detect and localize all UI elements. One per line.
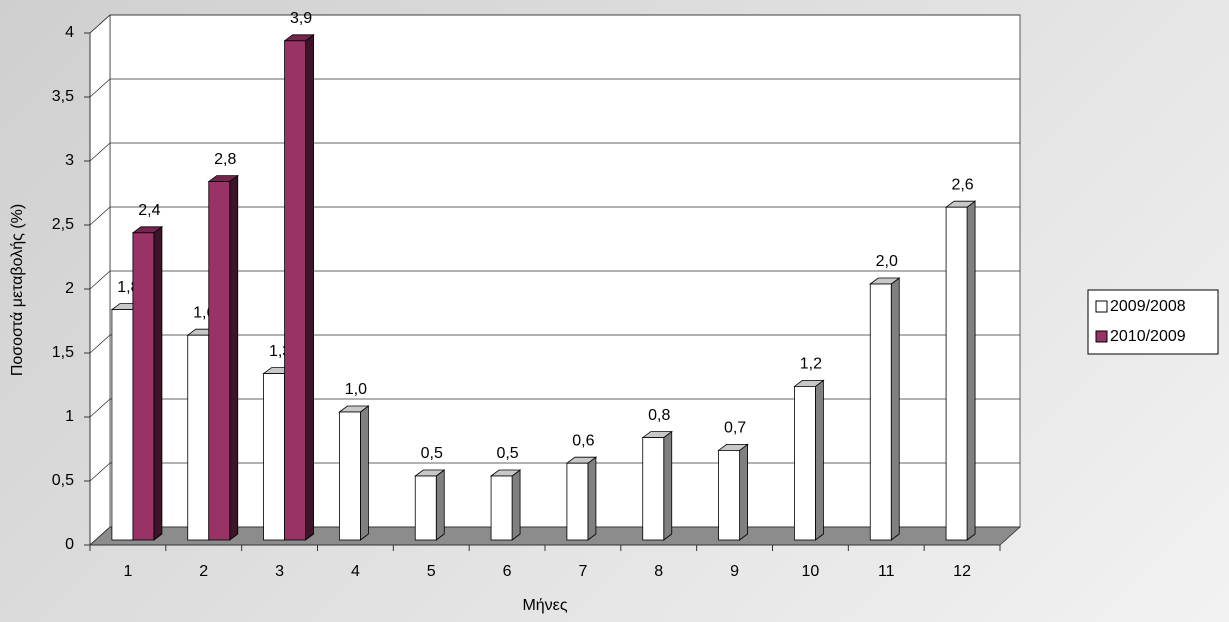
- legend-label: 2010/2009: [1110, 328, 1186, 345]
- value-label: 0,7: [724, 420, 746, 437]
- bar: [642, 437, 665, 541]
- bar: [794, 385, 816, 541]
- bar: [869, 283, 892, 541]
- value-label: 2,6: [951, 176, 973, 193]
- y-tick-label: 3,5: [52, 88, 74, 105]
- x-tick-label: 3: [275, 563, 284, 580]
- grid-line: [89, 206, 1020, 226]
- x-tick-label: 8: [654, 563, 663, 580]
- value-label: 0,5: [496, 445, 518, 462]
- x-tick-label: 11: [878, 563, 895, 580]
- bar-side: [511, 469, 521, 541]
- grid-line: [89, 526, 1020, 546]
- x-tick-label: 12: [953, 563, 971, 580]
- y-axis-title: Ποσοστά μεταβολής (%): [9, 204, 26, 376]
- bar-side: [663, 430, 673, 541]
- bar-side: [153, 226, 163, 541]
- value-label: 1,2: [800, 356, 822, 373]
- x-tick-label: 9: [730, 563, 739, 580]
- grid-line: [89, 270, 1020, 290]
- bar-side: [587, 456, 597, 541]
- bar-side: [966, 200, 976, 541]
- grid-line: [89, 14, 1020, 34]
- value-label: 3,9: [290, 10, 312, 27]
- bar-side: [305, 33, 314, 541]
- bar: [263, 373, 285, 541]
- x-tick-label: 5: [427, 563, 436, 580]
- x-tick-label: 10: [802, 563, 820, 580]
- legend-label: 2009/2008: [1110, 298, 1186, 315]
- bar: [187, 334, 210, 541]
- value-label: 2,8: [214, 151, 236, 168]
- legend-box: [1087, 289, 1219, 355]
- y-tick-label: 3: [65, 152, 74, 169]
- x-tick-label: 7: [578, 563, 587, 580]
- bar: [945, 206, 968, 541]
- legend-swatch: [1095, 300, 1108, 313]
- x-tick-label: 4: [351, 563, 360, 580]
- y-tick-label: 1,5: [52, 344, 74, 361]
- bar-side: [815, 379, 824, 541]
- grid-line: [89, 334, 1020, 354]
- bar-side: [435, 469, 445, 541]
- y-tick-label: 2,5: [52, 216, 74, 233]
- value-label: 2,0: [876, 253, 898, 270]
- bar-side: [229, 174, 239, 541]
- x-tick-label: 1: [123, 563, 132, 580]
- grid-line: [89, 142, 1020, 162]
- bar: [414, 475, 437, 541]
- grid-line: [89, 462, 1020, 482]
- y-tick-label: 2: [65, 280, 74, 297]
- value-label: 2,4: [138, 202, 160, 219]
- value-label: 0,5: [421, 445, 443, 462]
- x-tick-label: 2: [199, 563, 208, 580]
- legend-swatch: [1095, 330, 1108, 343]
- value-label: 0,6: [572, 432, 594, 449]
- x-axis-title: Μήνες: [522, 597, 567, 614]
- bar: [132, 232, 155, 541]
- bar-side: [739, 443, 748, 541]
- bar: [339, 411, 361, 541]
- y-tick-label: 4: [65, 24, 74, 41]
- value-label: 1,0: [345, 381, 367, 398]
- y-tick-label: 1: [65, 408, 74, 425]
- y-tick-label: 0: [65, 536, 74, 553]
- grid-line: [89, 398, 1020, 418]
- bar: [208, 181, 231, 541]
- bar: [566, 462, 589, 541]
- bar: [284, 40, 306, 541]
- y-tick-label: 0,5: [52, 472, 74, 489]
- bar: [490, 475, 513, 541]
- bar: [111, 309, 134, 541]
- bar: [718, 449, 740, 541]
- value-label: 0,8: [648, 407, 670, 424]
- bar-side: [360, 405, 369, 541]
- x-tick-label: 6: [503, 563, 512, 580]
- bar-side: [890, 277, 900, 541]
- grid-line: [89, 78, 1020, 98]
